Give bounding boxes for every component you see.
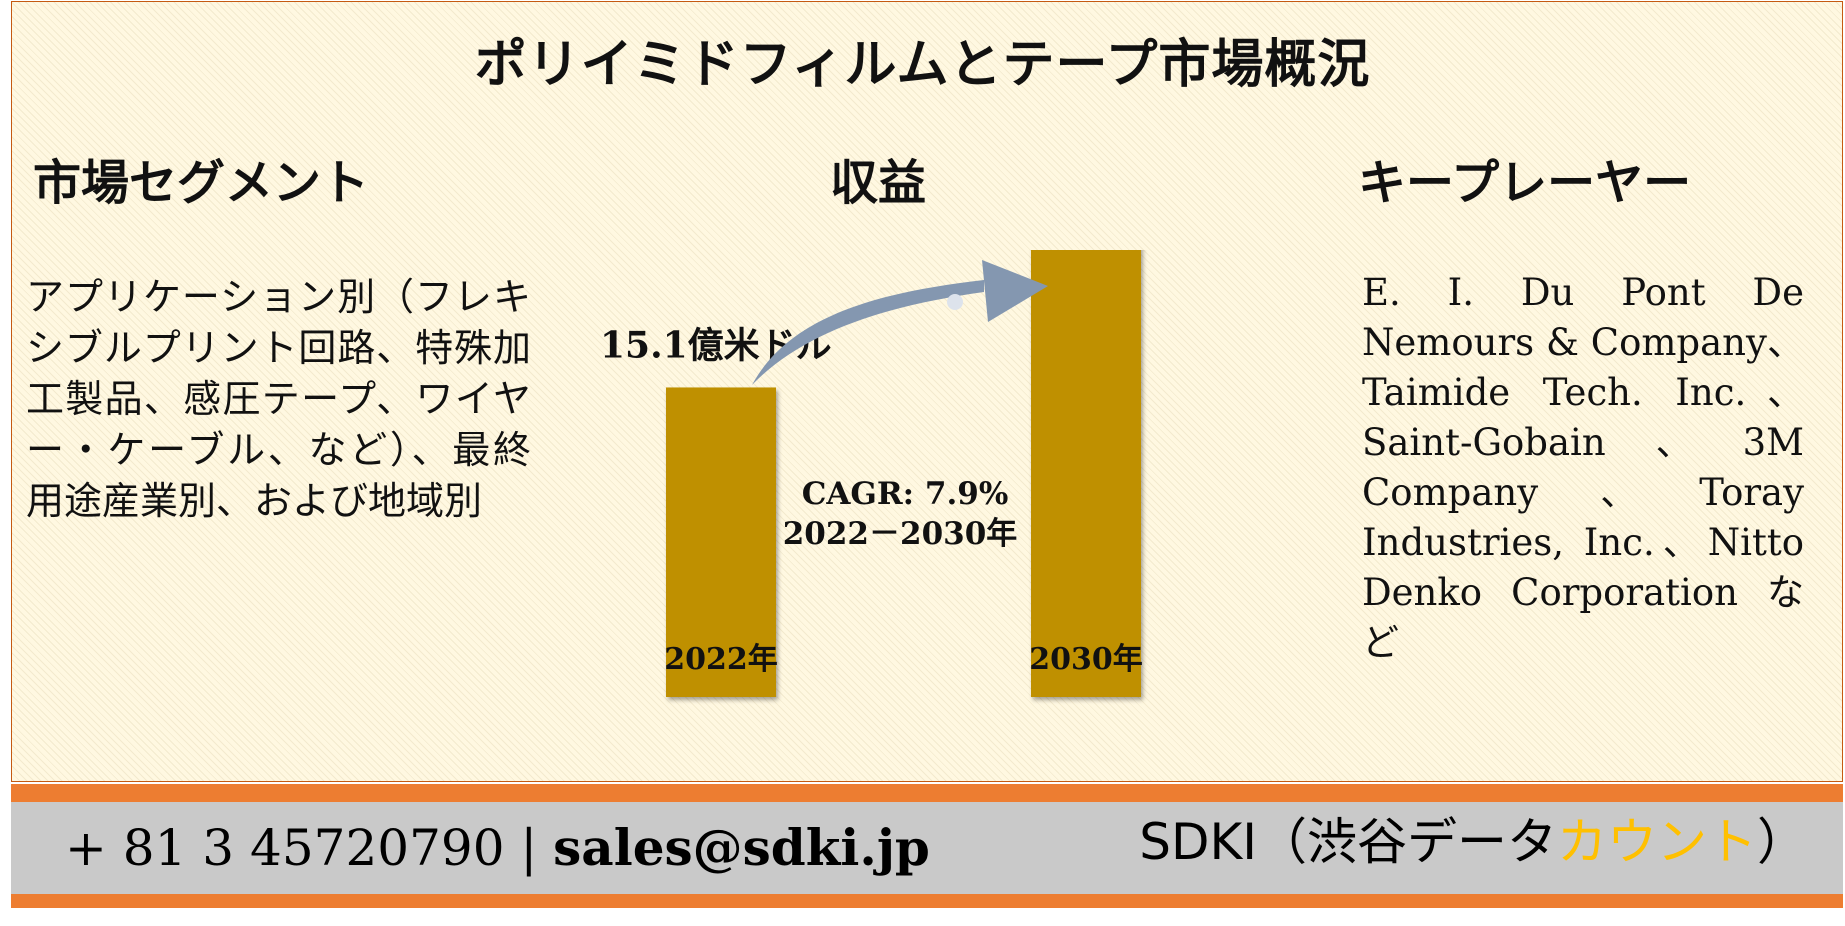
footer-band-bottom — [11, 894, 1843, 908]
footer-band-top — [11, 784, 1843, 802]
infographic-panel — [11, 1, 1843, 782]
brand-suffix: ） — [1757, 813, 1807, 871]
growth-arrow-head — [982, 260, 1048, 322]
page-title: ポリイミドフィルムとテープ市場概況 — [474, 34, 1371, 95]
bar-2022年 — [666, 387, 776, 697]
arrow-highlight — [947, 294, 963, 310]
cagr-label: CAGR: 7.9% — [802, 476, 1009, 512]
brand-name: SDKI（渋谷データカウント） — [1139, 812, 1807, 872]
contact-info: + 81 3 45720790 | sales@sdki.jp — [65, 818, 930, 878]
revenue-heading: 収益 — [830, 155, 927, 211]
growth-arrow — [752, 280, 984, 385]
category-label: 2022年 — [664, 642, 778, 677]
key-players-list: E. I. Du Pont De Nemours & Company、Taimi… — [1362, 271, 1804, 664]
cagr-period-label: 2022－2030年 — [783, 516, 1018, 552]
segment-heading: 市場セグメント — [33, 155, 370, 211]
email-link[interactable]: sales@sdki.jp — [553, 818, 930, 877]
brand-prefix: SDKI（渋谷データ — [1139, 813, 1557, 871]
brand-accent: カウント — [1557, 813, 1757, 871]
bar-2030年 — [1031, 250, 1141, 697]
contact-separator: | — [504, 819, 554, 877]
segment-description: アプリケーション別（フレキシブルプリント回路、特殊加工製品、感圧テープ、ワイヤー… — [26, 275, 531, 523]
phone-number: + 81 3 45720790 — [65, 819, 505, 877]
category-label: 2030年 — [1029, 642, 1143, 677]
key-players-heading: キープレーヤー — [1358, 155, 1692, 211]
footer-bar — [11, 802, 1843, 894]
